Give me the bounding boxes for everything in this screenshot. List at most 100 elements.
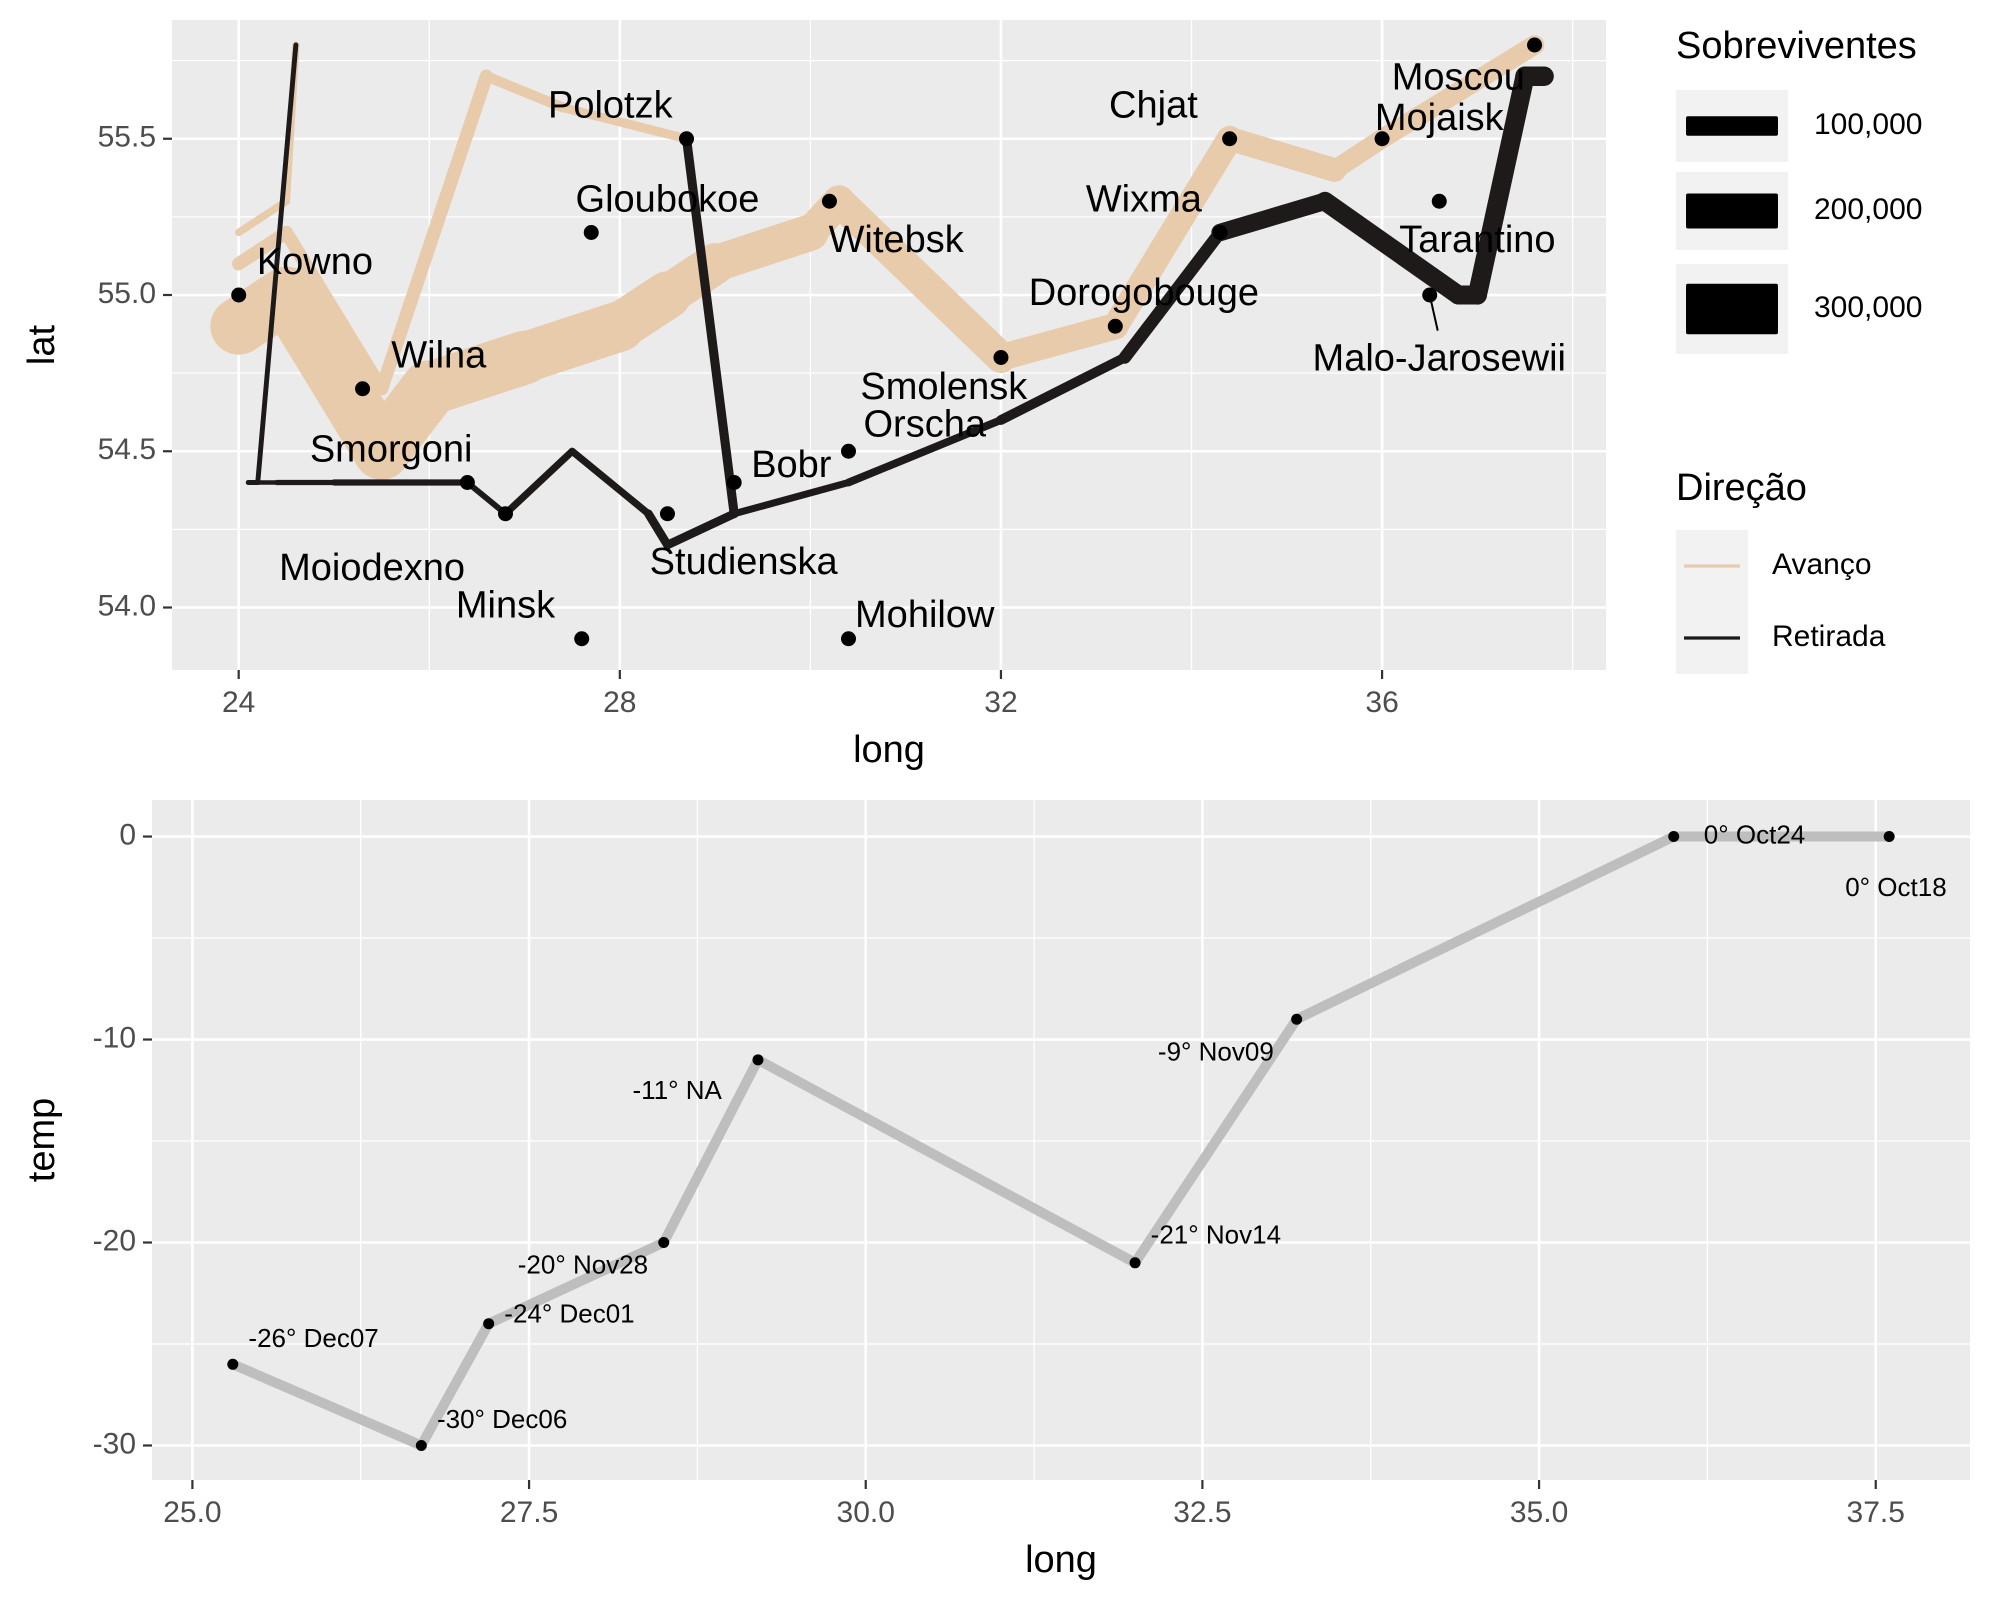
- temperature-label: -30° Dec06: [437, 1404, 567, 1434]
- temperature-point: [483, 1318, 495, 1330]
- survivors-legend-title: Sobreviventes: [1676, 25, 1917, 67]
- retreat-segment: [501, 447, 576, 518]
- temperature-labels: 0° Oct18 0° Oct24 -9° Nov09 -21° Nov14 -11° …: [248, 819, 1946, 1434]
- city-labels: Kowno Wilna Smorgoni Moiodexno Gloubokoe Mins…: [257, 56, 1566, 636]
- map-panel-background: [172, 20, 1606, 670]
- city-label: Tarantino: [1399, 219, 1555, 261]
- temperature-point: [1291, 1013, 1303, 1025]
- retreat-segment: [663, 509, 739, 550]
- map-x-tick-label: 28: [603, 686, 636, 719]
- retreat-segment: [681, 134, 739, 519]
- temp-x-tick-label: 27.5: [500, 1496, 558, 1529]
- city-label: Smorgoni: [310, 428, 473, 470]
- temperature-point: [658, 1237, 670, 1249]
- temp-y-axis-title: temp: [21, 1098, 63, 1182]
- survivors-legend: Sobreviventes 100,000 200,000 300,000: [1676, 25, 1922, 354]
- advance-segment: [481, 71, 568, 113]
- city-point: [679, 131, 695, 147]
- retreat-segment: [464, 479, 509, 517]
- advance-segment: [234, 197, 291, 237]
- advance-segment: [1372, 35, 1545, 149]
- advance-segment: [1102, 125, 1243, 340]
- city-label: Mohilow: [855, 594, 995, 636]
- temperature-point: [227, 1358, 239, 1370]
- city-label: Chjat: [1109, 85, 1198, 127]
- city-point: [355, 381, 371, 397]
- city-point: [1212, 225, 1228, 240]
- troop-paths: [210, 35, 1554, 550]
- city-point: [821, 193, 837, 209]
- temp-x-tick-label: 32.5: [1173, 1496, 1231, 1529]
- temperature-label: 0° Oct24: [1704, 819, 1805, 849]
- temp-x-tick-label: 37.5: [1847, 1496, 1905, 1529]
- temperature-label: 0° Oct18: [1845, 872, 1946, 902]
- city-label: Studienska: [650, 541, 839, 583]
- temperature-point: [1668, 831, 1680, 843]
- city-point: [659, 506, 675, 522]
- city-point: [993, 350, 1009, 365]
- temperature-point: [1883, 831, 1895, 843]
- city-point: [583, 225, 599, 240]
- city-point: [1527, 37, 1543, 53]
- map-y-tick-label: 54.0: [98, 589, 156, 622]
- temp-y-tick-label: -10: [93, 1021, 136, 1054]
- temperature-label: -9° Nov09: [1158, 1037, 1274, 1067]
- city-label: Dorogobouge: [1029, 272, 1259, 314]
- direction-legend-label: Retirada: [1772, 620, 1886, 653]
- survivors-legend-label: 100,000: [1814, 108, 1922, 141]
- city-label: Wilna: [391, 335, 487, 377]
- temp-y-tick-label: -20: [93, 1224, 136, 1257]
- city-label: Polotzk: [548, 85, 674, 127]
- temperature-points: [227, 831, 1895, 1451]
- retreat-segment: [1118, 226, 1227, 364]
- city-label: Kowno: [257, 241, 373, 283]
- city-label: Gloubokoe: [576, 178, 760, 220]
- city-label: Smolensk: [860, 366, 1028, 408]
- city-point: [1222, 131, 1238, 147]
- retreat-segment: [1315, 191, 1468, 305]
- city-point: [726, 475, 742, 490]
- survivors-legend-label: 200,000: [1814, 193, 1922, 226]
- city-label: Bobr: [751, 444, 832, 486]
- city-point: [841, 443, 857, 459]
- map-y-tick-label: 55.5: [98, 121, 156, 154]
- survivors-legend-key: [1686, 193, 1778, 229]
- retreat-segment: [568, 447, 652, 518]
- advance-segment: [374, 69, 494, 396]
- city-label: Moscou: [1392, 56, 1525, 98]
- retreat-segment: [1211, 192, 1334, 242]
- advance-segment: [987, 313, 1129, 371]
- map-y-axis-title: lat: [21, 324, 63, 365]
- temperature-point: [1129, 1257, 1141, 1269]
- temp-x-tick-label: 30.0: [837, 1496, 895, 1529]
- city-point: [841, 631, 857, 647]
- retreat-segment: [844, 416, 1005, 487]
- temp-axes: 25.0 27.5 30.0 32.5 35.0 37.5 0 -10 -20 -30: [93, 818, 1905, 1529]
- survivors-legend-key: [1686, 283, 1778, 335]
- map-y-tick-label: 54.5: [98, 433, 156, 466]
- city-label: Wixma: [1086, 178, 1203, 220]
- advance-segment: [696, 214, 829, 283]
- temperature-point: [752, 1054, 764, 1066]
- city-label: Moiodexno: [279, 547, 465, 589]
- advance-segment: [257, 266, 410, 480]
- map-axes: 24 28 32 36 54.0 54.5 55.0 55.5: [98, 121, 1399, 719]
- survivors-legend-key: [1686, 116, 1778, 136]
- city-label-leader: [1428, 294, 1439, 331]
- temp-x-tick-label: 25.0: [163, 1496, 221, 1529]
- temperature-label: -11° NA: [633, 1075, 723, 1105]
- retreat-segment: [1467, 66, 1535, 305]
- temp-x-axis-title: long: [1025, 1539, 1097, 1581]
- direction-legend-title: Direção: [1676, 467, 1807, 509]
- troop-map-panel: Kowno Wilna Smorgoni Moiodexno Gloubokoe Mins…: [21, 20, 1606, 771]
- advance-segment: [1217, 126, 1347, 182]
- temperature-label: -21° Nov14: [1151, 1219, 1281, 1249]
- map-x-tick-label: 32: [984, 686, 1017, 719]
- city-point: [1374, 131, 1390, 147]
- temperature-point: [415, 1439, 427, 1451]
- temperature-label: -26° Dec07: [248, 1323, 378, 1353]
- retreat-segment: [730, 478, 853, 518]
- temp-y-tick-label: -30: [93, 1427, 136, 1460]
- map-x-tick-label: 36: [1365, 686, 1398, 719]
